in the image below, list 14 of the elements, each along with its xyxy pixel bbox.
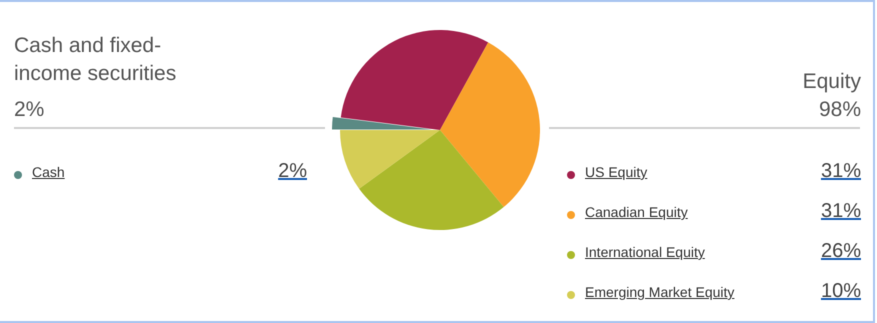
data-label: 31% [820,200,861,223]
data-label: 10% [820,280,861,303]
data-label: 31% [820,160,861,183]
text: Equity [802,69,861,95]
legend-label: US Equity [585,164,648,180]
text: 2% [14,97,44,123]
legend-label: Emerging Market Equity [585,284,734,300]
legend-label: Canadian Equity [585,204,688,220]
legend-label: Cash [32,164,65,180]
text: 98% [818,97,861,123]
legend-label: International Equity [585,244,705,260]
data-label: 26% [820,240,861,263]
data-label: 2% [278,160,307,183]
text: Cash and fixed-income securities [14,33,178,87]
